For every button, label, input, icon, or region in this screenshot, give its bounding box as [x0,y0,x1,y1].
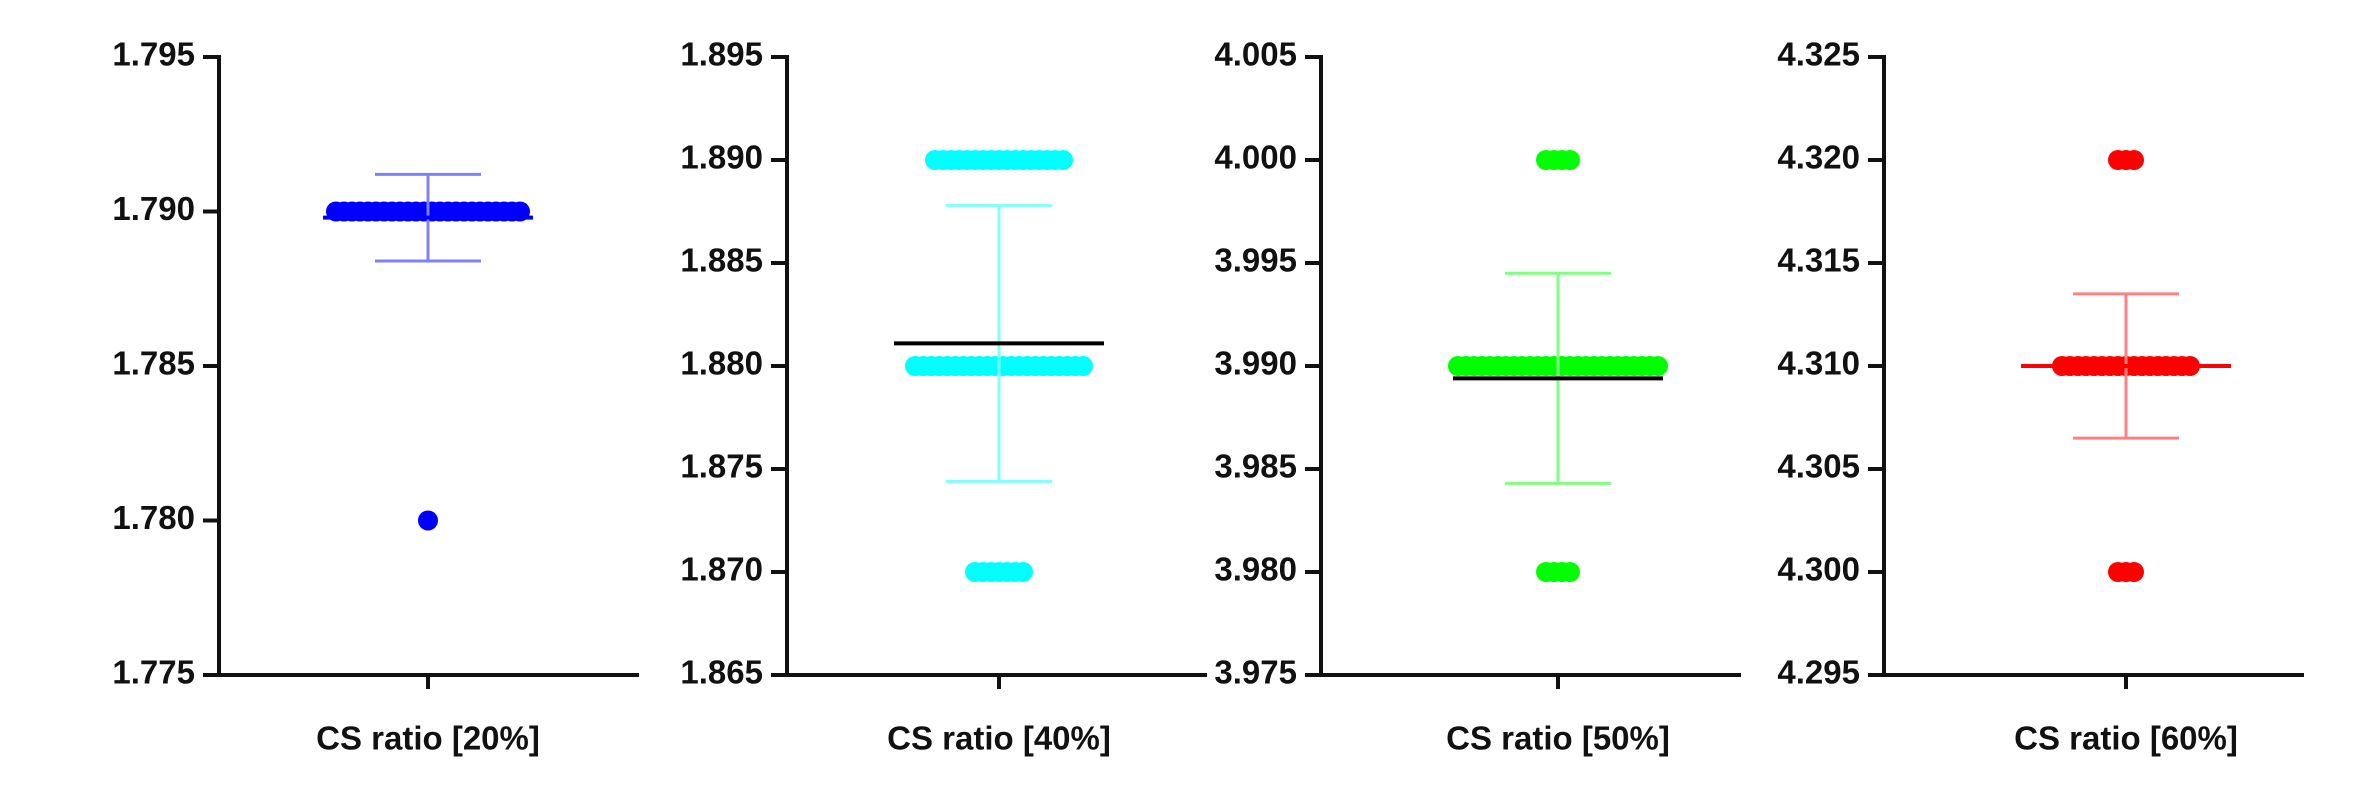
y-tick-label: 1.890 [680,139,763,176]
y-tick-label: 3.980 [1214,551,1297,588]
x-tick-label: CS ratio [40%] [887,720,1111,757]
dot [418,510,438,531]
dot [2124,150,2144,170]
dot [1560,150,1580,170]
x-tick-label: CS ratio [50%] [1446,720,1670,757]
x-tick-label: CS ratio [20%] [316,720,540,757]
y-tick-label: 4.000 [1214,139,1297,176]
y-tick-label: 1.875 [680,448,763,485]
x-tick-label: CS ratio [60%] [2014,720,2238,757]
y-tick-label: 4.305 [1777,448,1860,485]
y-tick-label: 1.785 [112,345,195,382]
y-tick-label: 1.885 [680,242,763,279]
dot [1053,150,1073,170]
y-tick-label: 1.795 [112,36,195,73]
y-tick-label: 3.990 [1214,345,1297,382]
y-tick-label: 4.005 [1214,36,1297,73]
y-tick-label: 4.315 [1777,242,1860,279]
dot [1560,562,1580,582]
y-tick-label: 1.865 [680,654,763,691]
y-tick-label: 4.295 [1777,654,1860,691]
y-tick-label: 3.975 [1214,654,1297,691]
y-tick-label: 4.325 [1777,36,1860,73]
y-tick-label: 4.300 [1777,551,1860,588]
dot [2124,562,2144,582]
y-tick-label: 1.880 [680,345,763,382]
y-tick-label: 4.310 [1777,345,1860,382]
y-tick-label: 1.780 [112,499,195,536]
y-tick-label: 1.870 [680,551,763,588]
dot [1648,356,1668,376]
dot [1013,562,1033,582]
dot [1073,356,1093,376]
y-tick-label: 3.985 [1214,448,1297,485]
y-tick-label: 1.775 [112,654,195,691]
y-tick-label: 4.320 [1777,139,1860,176]
y-tick-label: 1.895 [680,36,763,73]
y-tick-label: 3.995 [1214,242,1297,279]
y-tick-label: 1.790 [112,190,195,227]
